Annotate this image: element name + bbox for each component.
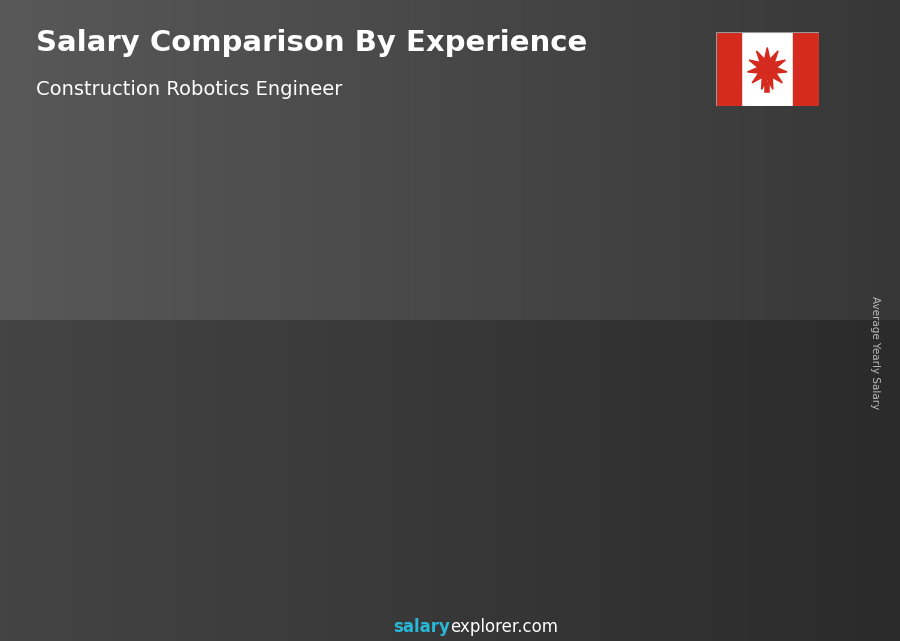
Text: explorer.com: explorer.com	[450, 618, 558, 636]
Polygon shape	[788, 186, 803, 570]
Polygon shape	[659, 214, 675, 570]
Polygon shape	[585, 214, 675, 228]
Text: +8%: +8%	[669, 138, 715, 156]
Polygon shape	[457, 255, 531, 570]
Polygon shape	[201, 375, 291, 383]
Text: 63,400 CAD: 63,400 CAD	[81, 404, 155, 417]
Bar	[716, 32, 742, 106]
Polygon shape	[275, 375, 291, 570]
Polygon shape	[73, 427, 148, 570]
Polygon shape	[148, 421, 163, 570]
Text: Average Yearly Salary: Average Yearly Salary	[869, 296, 880, 409]
Text: 163,000 CAD: 163,000 CAD	[716, 169, 799, 183]
Text: 82,800 CAD: 82,800 CAD	[209, 358, 284, 372]
Polygon shape	[329, 297, 418, 308]
Polygon shape	[329, 308, 403, 570]
Text: +20%: +20%	[407, 197, 465, 215]
Polygon shape	[73, 421, 163, 427]
Text: +31%: +31%	[151, 333, 209, 351]
Bar	[793, 32, 819, 106]
Text: 116,000 CAD: 116,000 CAD	[333, 280, 415, 294]
Polygon shape	[747, 47, 788, 89]
Text: 139,000 CAD: 139,000 CAD	[461, 226, 543, 239]
Text: Salary Comparison By Experience: Salary Comparison By Experience	[36, 29, 587, 57]
Text: 151,000 CAD: 151,000 CAD	[589, 198, 671, 211]
Polygon shape	[531, 242, 546, 570]
Polygon shape	[713, 186, 803, 201]
Polygon shape	[457, 242, 546, 255]
Polygon shape	[585, 228, 659, 570]
Text: +40%: +40%	[279, 253, 337, 271]
Polygon shape	[403, 297, 418, 570]
Text: salary: salary	[393, 618, 450, 636]
Polygon shape	[201, 383, 275, 570]
Polygon shape	[713, 201, 788, 570]
Text: Construction Robotics Engineer: Construction Robotics Engineer	[36, 80, 342, 99]
Text: +9%: +9%	[541, 168, 587, 186]
